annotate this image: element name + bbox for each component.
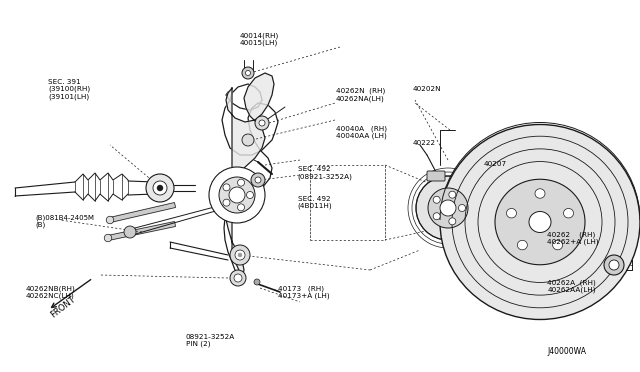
Circle shape <box>254 279 260 285</box>
Text: FRONT: FRONT <box>49 295 77 319</box>
Circle shape <box>251 173 265 187</box>
Circle shape <box>609 260 619 270</box>
Circle shape <box>235 250 245 260</box>
Text: 40173   (RH)
40173+A (LH): 40173 (RH) 40173+A (LH) <box>278 285 330 299</box>
Text: 40207: 40207 <box>483 161 506 167</box>
Polygon shape <box>108 222 175 240</box>
Ellipse shape <box>564 208 573 218</box>
Circle shape <box>246 71 250 76</box>
Text: 40262    (RH)
40262+A (LH): 40262 (RH) 40262+A (LH) <box>547 231 599 245</box>
Circle shape <box>237 204 244 211</box>
Text: 40222: 40222 <box>413 140 436 146</box>
Circle shape <box>153 181 167 195</box>
Circle shape <box>146 174 174 202</box>
Circle shape <box>230 270 246 286</box>
Circle shape <box>229 187 245 203</box>
Circle shape <box>449 218 456 225</box>
Circle shape <box>209 167 265 223</box>
Circle shape <box>104 234 112 242</box>
Circle shape <box>223 184 230 191</box>
Ellipse shape <box>517 240 527 250</box>
Circle shape <box>157 185 163 191</box>
Circle shape <box>440 200 456 216</box>
Text: SEC. 492
(4B011H): SEC. 492 (4B011H) <box>298 196 332 209</box>
Ellipse shape <box>506 208 516 218</box>
Circle shape <box>458 205 465 212</box>
FancyBboxPatch shape <box>427 171 445 181</box>
Circle shape <box>219 177 255 213</box>
Circle shape <box>255 177 261 183</box>
Circle shape <box>238 253 242 257</box>
Ellipse shape <box>440 125 640 320</box>
Circle shape <box>237 179 244 186</box>
Text: 40262NB(RH)
40262NC(LH): 40262NB(RH) 40262NC(LH) <box>26 285 76 299</box>
Circle shape <box>259 120 265 126</box>
Ellipse shape <box>495 179 585 265</box>
Polygon shape <box>226 84 262 110</box>
Circle shape <box>246 192 253 199</box>
Polygon shape <box>224 73 274 278</box>
Text: 08921-3252A
PIN (2): 08921-3252A PIN (2) <box>186 334 235 347</box>
Circle shape <box>230 245 250 265</box>
Circle shape <box>242 134 254 146</box>
Circle shape <box>106 216 114 224</box>
Circle shape <box>449 191 456 198</box>
Circle shape <box>242 67 254 79</box>
Circle shape <box>255 116 269 130</box>
Polygon shape <box>109 203 175 222</box>
Ellipse shape <box>535 189 545 198</box>
Ellipse shape <box>529 212 551 232</box>
Text: 40262N  (RH)
40262NA(LH): 40262N (RH) 40262NA(LH) <box>336 88 385 102</box>
Text: SEC. 492
(08921-3252A): SEC. 492 (08921-3252A) <box>298 166 353 180</box>
Circle shape <box>124 226 136 238</box>
Circle shape <box>223 199 230 206</box>
Circle shape <box>433 213 440 220</box>
Circle shape <box>416 176 480 240</box>
Text: 40040A   (RH)
40040AA (LH): 40040A (RH) 40040AA (LH) <box>336 125 387 139</box>
Circle shape <box>234 274 242 282</box>
Text: 40014(RH)
40015(LH): 40014(RH) 40015(LH) <box>240 32 279 46</box>
Circle shape <box>428 188 468 228</box>
Text: J40000WA: J40000WA <box>547 347 586 356</box>
Circle shape <box>433 196 440 203</box>
Text: (B)081B4-2405M
(B): (B)081B4-2405M (B) <box>35 214 94 228</box>
Ellipse shape <box>552 240 563 250</box>
Circle shape <box>604 255 624 275</box>
Text: 40202N: 40202N <box>413 86 442 92</box>
Text: 40262A  (RH)
40262AA(LH): 40262A (RH) 40262AA(LH) <box>547 279 596 294</box>
Text: SEC. 391
(39100(RH)
(39101(LH): SEC. 391 (39100(RH) (39101(LH) <box>48 79 90 100</box>
